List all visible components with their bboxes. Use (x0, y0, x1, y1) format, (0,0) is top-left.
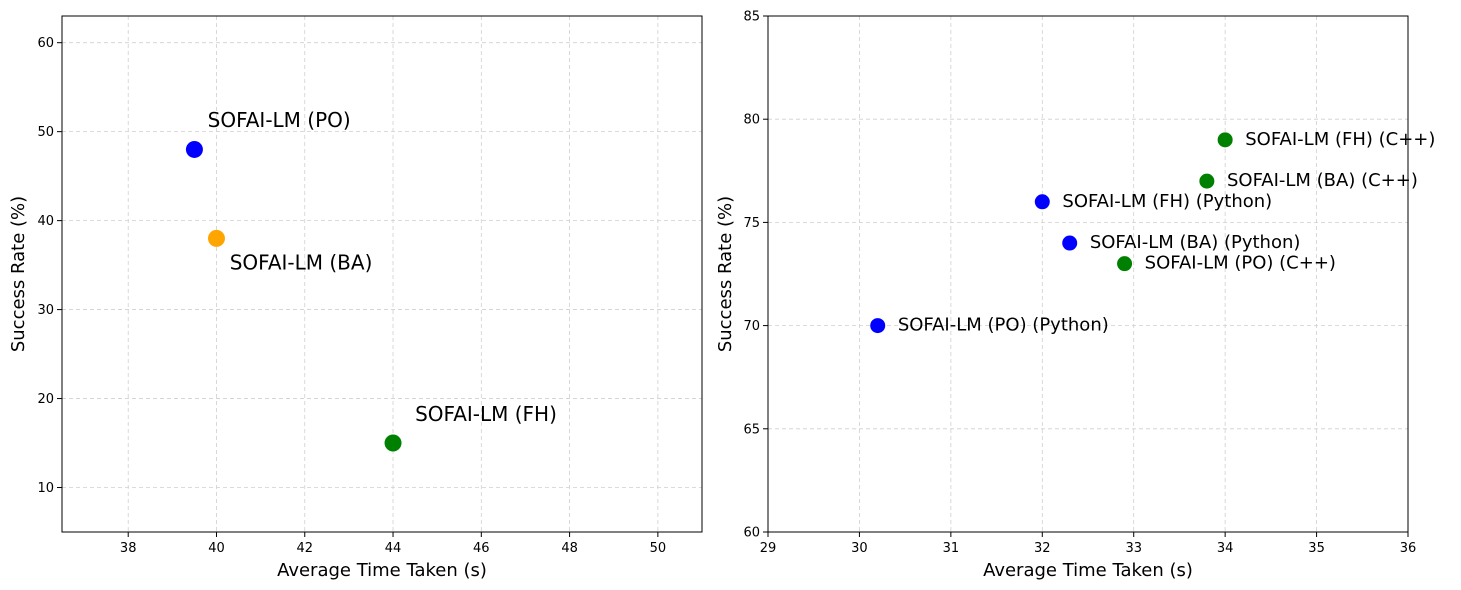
chart1-x-tick-label: 50 (650, 541, 667, 556)
chart2-point-5 (1199, 173, 1215, 189)
chart1-x-tick-label: 46 (473, 541, 490, 556)
chart1-x-tick-label: 40 (208, 541, 225, 556)
chart2-point-4 (1117, 256, 1133, 272)
chart2-point-1 (870, 318, 886, 334)
chart2-point-label-1: SOFAI-LM (PO) (Python) (898, 315, 1109, 336)
chart1-y-tick-label: 50 (37, 125, 54, 140)
chart2-x-tick-label: 34 (1217, 541, 1234, 556)
chart2-point-label-6: SOFAI-LM (FH) (C++) (1245, 129, 1435, 150)
chart2-y-tick-label: 85 (743, 10, 760, 25)
chart2-plot-frame (767, 15, 1409, 533)
chart2-x-tick-label: 29 (760, 541, 777, 556)
chart1-y-axis-label: Success Rate (%) (8, 196, 29, 352)
chart1-y-tick-label: 10 (37, 481, 54, 496)
chart-panel-1: 38 40 42 44 46 48 50 10 20 30 40 50 60 Average Time T… (8, 15, 703, 581)
chart2-y-axis-label: Success Rate (%) (715, 196, 736, 352)
chart1-plot-frame (61, 15, 703, 533)
chart1-y-tick-label: 30 (37, 303, 54, 318)
chart2-y-tick-label: 70 (743, 319, 760, 334)
chart2-point-label-5: SOFAI-LM (BA) (C++) (1227, 170, 1418, 191)
chart1-x-tick-label: 38 (120, 541, 137, 556)
chart2-x-tick-label: 31 (943, 541, 960, 556)
chart1-point-label-1: SOFAI-LM (PO) (208, 108, 351, 132)
chart2-x-tick-label: 36 (1400, 541, 1417, 556)
chart1-x-tick-label: 42 (296, 541, 313, 556)
chart2-x-tick-label: 32 (1034, 541, 1051, 556)
chart1-point-label-3: SOFAI-LM (FH) (415, 402, 557, 426)
chart-panel-2: 29 30 31 32 33 34 35 36 60 65 70 75 80 85 Average Time… (715, 10, 1435, 582)
chart1-point-1 (185, 140, 203, 158)
chart2-y-tick-label: 80 (743, 113, 760, 128)
chart1-y-tick-label: 60 (37, 36, 54, 51)
chart2-point-label-4: SOFAI-LM (PO) (C++) (1145, 253, 1336, 274)
chart1-y-tick-label: 20 (37, 392, 54, 407)
chart2-y-tick-label: 60 (743, 526, 760, 541)
chart1-x-axis-label: Average Time Taken (s) (277, 560, 487, 581)
chart2-x-tick-label: 30 (851, 541, 868, 556)
chart2-x-tick-label: 33 (1125, 541, 1142, 556)
chart1-y-tick-label: 40 (37, 214, 54, 229)
chart2-point-label-2: SOFAI-LM (FH) (Python) (1062, 191, 1272, 212)
chart2-y-tick-label: 75 (743, 216, 760, 231)
chart2-x-tick-label: 35 (1308, 541, 1325, 556)
chart2-point-label-3: SOFAI-LM (BA) (Python) (1090, 232, 1301, 253)
chart1-x-tick-label: 48 (561, 541, 578, 556)
chart1-x-tick-label: 44 (385, 541, 402, 556)
chart2-point-2 (1034, 194, 1050, 210)
chart2-x-axis-label: Average Time Taken (s) (983, 560, 1193, 581)
chart1-point-label-2: SOFAI-LM (BA) (230, 251, 373, 275)
chart1-point-3 (384, 434, 402, 452)
chart2-y-tick-label: 65 (743, 422, 760, 437)
chart2-point-6 (1217, 132, 1233, 148)
chart2-point-3 (1062, 235, 1078, 251)
chart1-point-2 (207, 229, 225, 247)
